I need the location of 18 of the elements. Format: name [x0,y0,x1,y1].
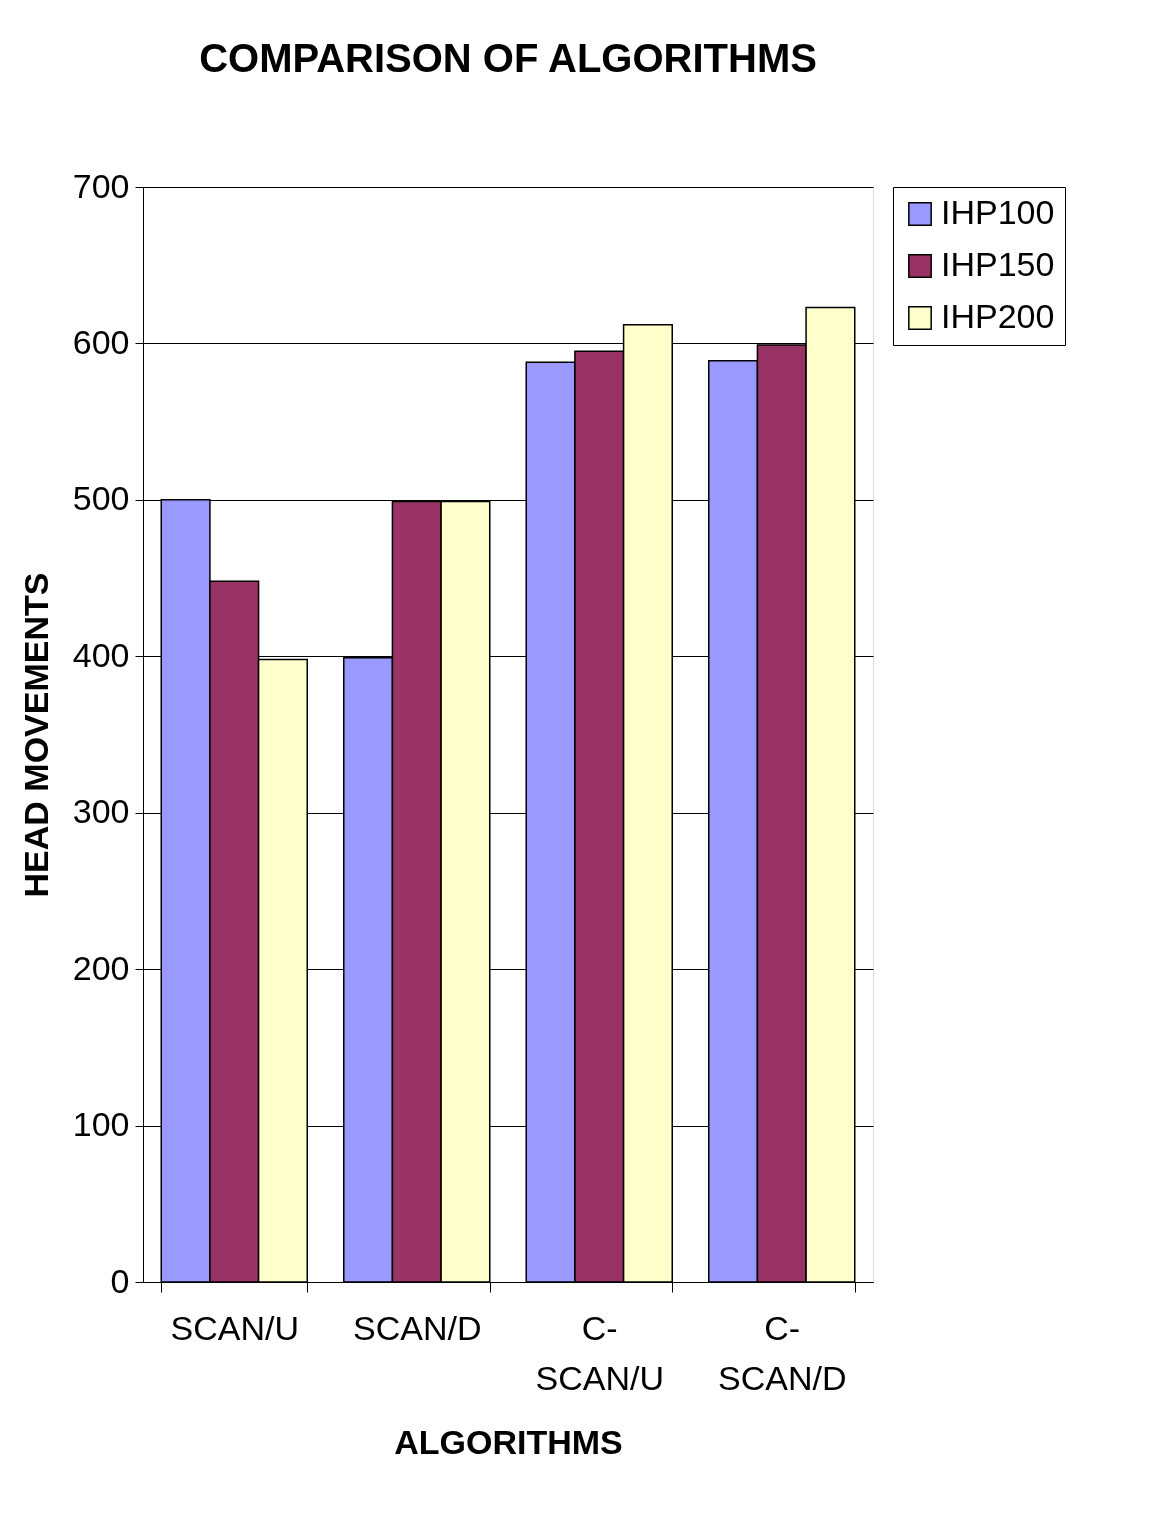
x-tick-label: C-SCAN/D [718,1308,847,1397]
legend-label: IHP200 [941,297,1055,335]
y-tick-label: 0 [110,1261,130,1300]
y-tick-label: 600 [72,322,130,361]
x-tick-label: C-SCAN/U [535,1308,664,1397]
x-axis-title: ALGORITHMS [394,1422,623,1461]
y-tick-label: 200 [72,948,130,987]
y-tick-label: 100 [72,1105,130,1144]
x-tick-label: SCAN/U [170,1308,299,1347]
chart-title: COMPARISON OF ALGORITHMS [199,36,817,80]
y-tick-label: 300 [72,792,130,831]
legend-label: IHP150 [941,245,1055,283]
y-tick-label: 400 [72,635,130,674]
x-tick-label: SCAN/D [353,1308,482,1347]
legend-label: IHP100 [941,193,1055,231]
y-axis-title: HEAD MOVEMENTS [16,572,55,898]
y-tick-label: 500 [72,479,130,518]
y-tick-label: 700 [72,166,130,205]
